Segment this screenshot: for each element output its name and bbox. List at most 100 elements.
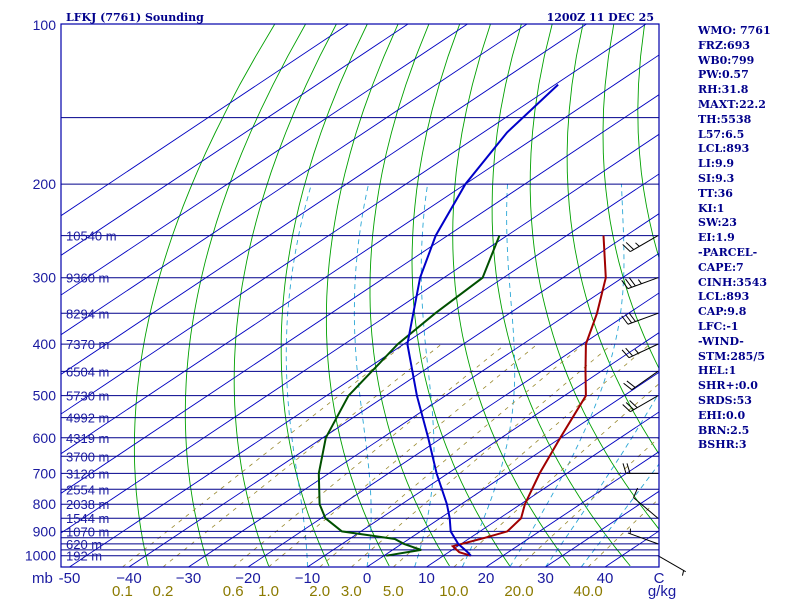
dry-adiabat-line: [602, 24, 659, 370]
wind-barb-feather: [621, 349, 630, 358]
isotherm-line: [485, 451, 659, 567]
plot-border: [60, 23, 660, 568]
dry-adiabat-line: [133, 24, 276, 567]
wind-barb: [622, 463, 658, 474]
height-label: 4319 m: [66, 431, 109, 446]
pressure-tick-label: 1000: [25, 548, 56, 564]
wind-barb-feather: [625, 278, 633, 288]
index-item: TT:36: [698, 186, 733, 200]
mixing-ratio-line: [319, 343, 584, 567]
height-label: 4992 m: [66, 411, 109, 426]
index-item: BSHR:3: [698, 438, 747, 452]
wind-barb: [621, 343, 659, 359]
wind-barb-staff: [627, 312, 659, 325]
height-label: 3126 m: [66, 466, 109, 481]
index-item: SW:23: [698, 216, 737, 230]
sounding-indices-panel: WMO: 7761 FRZ:693 WB0:799 PW:0.57 RH:31.8 MAX…: [698, 24, 798, 453]
dry-adiabat-line: [637, 24, 659, 260]
isotherm-line: [61, 24, 587, 375]
height-label: 8294 m: [66, 306, 109, 321]
isotherm-line: [61, 24, 528, 336]
wind-barb-feather: [626, 463, 631, 474]
wind-barb-staff: [627, 532, 659, 545]
index-item: WB0:799: [698, 53, 755, 67]
wind-barb-feather: [629, 400, 638, 409]
wind-barb-feather: [621, 315, 629, 325]
height-label: 7370 m: [66, 337, 109, 352]
isotherm-line: [247, 292, 659, 567]
index-item: HEL:1: [698, 364, 737, 378]
isotherm-line: [61, 24, 647, 415]
index-item: RH:31.8: [698, 83, 749, 97]
temperature-tick-label: -50: [59, 570, 81, 587]
wind-barb-feather: [625, 347, 633, 357]
dry-adiabat-line: [233, 24, 337, 567]
index-item: CAP:9.8: [698, 305, 747, 319]
mixing-ratio-tick-label: 40.0: [574, 583, 603, 600]
height-label: 10540 m: [66, 229, 117, 244]
mixing-ratio-line: [351, 343, 613, 567]
wind-barb-feather: [628, 312, 636, 322]
index-item: MAXT:22.2: [698, 97, 766, 111]
isotherm-line: [61, 24, 468, 296]
pressure-tick-label: 300: [33, 270, 57, 286]
pressure-tick-label: 400: [33, 336, 57, 352]
mixing-ratio-tick-label: 0.1: [112, 583, 133, 600]
dry-adiabat-line: [280, 24, 368, 567]
mixing-ratio-tick-label: 10.0: [439, 583, 468, 600]
index-item: -PARCEL-: [698, 245, 758, 259]
isotherm-line: [69, 173, 659, 567]
wind-barb-staff: [630, 235, 659, 253]
index-item: SI:9.3: [698, 171, 735, 185]
wind-barb-half-feather: [635, 242, 640, 247]
index-item: L57:6.5: [698, 127, 745, 141]
temperature-tick-label: 10: [418, 570, 435, 587]
height-label: 3700 m: [66, 449, 109, 464]
temperature-tick-label: 0: [363, 570, 371, 587]
isotherm-line: [61, 54, 659, 455]
mixing-ratio-line: [393, 343, 651, 567]
index-item: LCL:893: [698, 142, 750, 156]
temperature-tick-label: −10: [295, 570, 320, 587]
wind-barb-half-feather: [681, 570, 685, 576]
pressure-tick-label: 100: [33, 17, 57, 33]
mixing-ratio-tick-label: 0.6: [223, 583, 244, 600]
height-label: 9360 m: [66, 271, 109, 286]
mixing-ratio-line: [453, 383, 659, 567]
wind-barb-feather: [622, 463, 627, 474]
moist-adiabat-line: [461, 184, 516, 567]
wind-barb-staff: [633, 497, 659, 519]
wind-barb: [657, 555, 686, 576]
mixing-ratio-line: [518, 436, 659, 567]
dry-adiabat-line: [491, 24, 631, 567]
temperature-tick-label: −20: [235, 570, 260, 587]
pressure-unit-label: mb: [32, 570, 53, 587]
isobar-lines: [61, 117, 659, 557]
isotherm-line: [426, 411, 659, 567]
temperature-tick-label: 40: [597, 570, 614, 587]
wind-barb-feather: [622, 244, 631, 252]
mixing-ratio-unit-label: g/kg: [648, 583, 676, 600]
height-label: 1544 m: [66, 511, 109, 526]
height-label: 6504 m: [66, 364, 109, 379]
parcel-profile-line: [406, 83, 559, 557]
mixing-ratio-line: [162, 343, 442, 567]
index-item: BRN:2.5: [698, 423, 750, 437]
index-item: SRDS:53: [698, 393, 752, 407]
pressure-tick-label: 500: [33, 388, 57, 404]
temperature-unit-label: C: [654, 570, 665, 587]
dry-adiabat-line: [369, 24, 450, 567]
mixing-ratio-line: [587, 498, 659, 567]
mixing-ratio-line: [232, 343, 506, 567]
wind-barb-staff: [630, 395, 659, 413]
moist-adiabat-line: [545, 392, 659, 567]
index-item: CINH:3543: [698, 275, 768, 289]
isotherm-line: [61, 24, 349, 217]
mixing-ratio-tick-label: 0.2: [153, 583, 174, 600]
index-item: LFC:-1: [698, 319, 739, 333]
pressure-tick-label: 900: [33, 523, 57, 539]
temperature-profile-line: [450, 235, 607, 557]
station-title: LFKJ (7761) Sounding: [66, 11, 204, 24]
index-item: LCL:893: [698, 290, 750, 304]
dry-adiabat-line: [452, 24, 571, 567]
